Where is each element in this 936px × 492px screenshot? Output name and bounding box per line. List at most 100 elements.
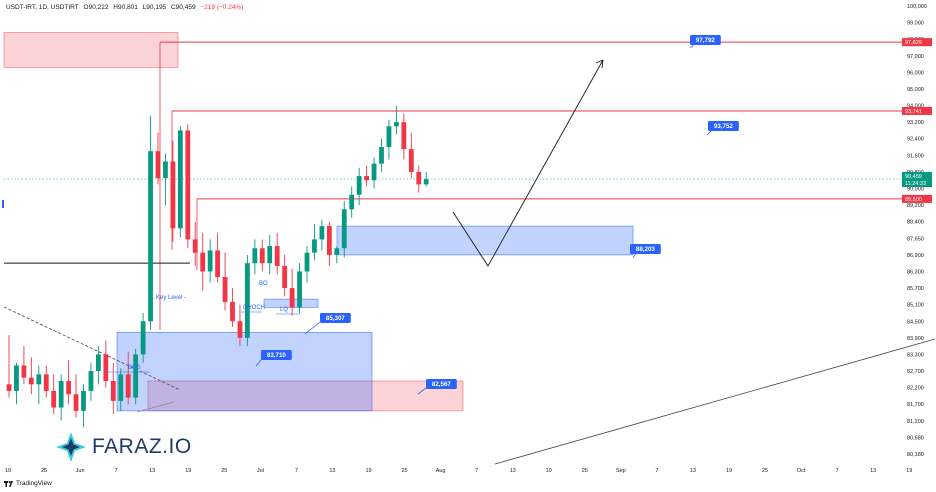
bos-label: BOS xyxy=(128,365,141,371)
price-tick-label: 86,300 xyxy=(907,269,924,275)
candle-body xyxy=(230,301,235,322)
price-tag-resistance: 93,741 xyxy=(905,109,922,115)
candle-body xyxy=(81,390,86,411)
time-tick-label: 25 xyxy=(41,468,47,474)
faraz-logo-icon xyxy=(56,432,86,462)
price-tick-label: 89,200 xyxy=(907,203,924,209)
badge-pointer-lower xyxy=(255,358,263,367)
candle-body xyxy=(155,151,161,179)
downtrend-line xyxy=(3,306,181,391)
time-tick-label: 7 xyxy=(475,468,478,474)
candle-body xyxy=(394,122,399,127)
demand-zone-lower xyxy=(116,331,373,412)
price-tick-label: 91,600 xyxy=(907,153,924,159)
tradingview-footer[interactable]: TradingView xyxy=(4,480,52,487)
candle-body xyxy=(222,277,228,302)
price-tick-label: 82,200 xyxy=(907,386,924,392)
price-tick-label: 86,900 xyxy=(907,253,924,259)
time-tick-label: 19 xyxy=(5,468,11,474)
candle-body xyxy=(200,252,206,272)
choch-label: CHOCH xyxy=(243,305,265,311)
candle-body xyxy=(237,321,243,338)
demand-badge-upper-bg xyxy=(630,244,661,254)
time-tick-label: 13 xyxy=(149,468,155,474)
time-tick-label: 19 xyxy=(726,468,732,474)
price-tag-current-bg xyxy=(902,171,932,187)
time-tick-label: 19 xyxy=(546,468,552,474)
price-tick-label: 82,700 xyxy=(907,369,924,375)
candle-body xyxy=(140,321,146,355)
time-tick-label: 7 xyxy=(836,468,839,474)
candle-body xyxy=(379,147,384,164)
price-axis-labels: 100,00099,00098,00097,00096,00095,00094,… xyxy=(907,4,927,458)
price-tag-support-bg xyxy=(902,194,932,203)
key-level-label: Key Level - xyxy=(156,295,186,301)
price-tick-label: 84,500 xyxy=(907,319,924,325)
candle-body xyxy=(28,377,34,385)
candle-body xyxy=(304,252,310,272)
candle-body xyxy=(356,176,362,195)
candle-body xyxy=(51,390,57,408)
ob-label: BO xyxy=(259,281,268,287)
price-tag-resistance-bg xyxy=(902,106,932,115)
trend-line-short xyxy=(136,401,175,413)
candle-body xyxy=(58,380,64,408)
candle-body xyxy=(43,374,49,391)
candle-body xyxy=(334,248,340,255)
lines-layer xyxy=(3,41,936,465)
candle-body xyxy=(267,246,273,264)
watermark-brand: FARAZ.IO xyxy=(92,435,192,458)
candle-body xyxy=(14,365,19,391)
price-tick-label: 80,180 xyxy=(907,452,924,458)
price-tick-label: 85,700 xyxy=(907,286,924,292)
uptrend-line xyxy=(494,338,936,465)
candle-body xyxy=(312,239,317,253)
candle-body xyxy=(386,126,392,148)
candle-body xyxy=(326,226,332,255)
candle-body xyxy=(96,354,101,372)
time-tick-label: 19 xyxy=(906,468,912,474)
time-tick-label: Oct xyxy=(797,468,806,474)
candle-body xyxy=(170,161,176,229)
price-tick-label: 85,100 xyxy=(907,303,924,309)
candle-body xyxy=(6,384,12,391)
price-tag-current: 90,459 xyxy=(905,174,922,180)
supply-zone-top xyxy=(3,32,179,68)
annotation-rules xyxy=(104,311,300,373)
price-tick-label: 95,000 xyxy=(907,87,924,93)
time-tick-label: 19 xyxy=(185,468,191,474)
time-tick-label: 25 xyxy=(762,468,768,474)
price-tick-label: 100,000 xyxy=(907,4,927,10)
close-value: C90,459 xyxy=(170,4,196,11)
demand-badge-mid: 85,307 xyxy=(326,315,345,322)
price-tick-label: 83,300 xyxy=(907,352,924,358)
candle-body xyxy=(73,394,79,411)
target-badge-top-bg xyxy=(690,35,721,45)
demand-badge-lower: 83,710 xyxy=(267,352,286,359)
candle-body xyxy=(364,176,369,181)
low-value: L90,195 xyxy=(142,4,167,11)
candle-body xyxy=(319,226,325,240)
zones-layer xyxy=(3,32,634,412)
candle-body xyxy=(177,130,183,229)
symbol-name[interactable]: USDT-IRT, 1D, USDTIRT xyxy=(6,4,79,11)
time-tick-label: 7 xyxy=(295,468,298,474)
change-value: −219 (−0.24%) xyxy=(200,4,244,11)
candle-body xyxy=(259,248,265,264)
candle-body xyxy=(408,149,414,172)
badge-pointer-mid-demand xyxy=(304,321,321,335)
candle-body xyxy=(66,380,71,395)
time-tick-label: 7 xyxy=(115,468,118,474)
time-tick-label: 13 xyxy=(510,468,516,474)
price-tick-label: 97,000 xyxy=(907,54,924,60)
left-marker xyxy=(2,200,4,208)
candle-body xyxy=(371,163,377,181)
demand-badge-upper: 88,203 xyxy=(636,246,655,253)
price-tick-label: 87,650 xyxy=(907,236,924,242)
time-tick-label: Jun xyxy=(76,468,85,474)
time-tick-label: 13 xyxy=(690,468,696,474)
candle-body xyxy=(423,179,429,185)
supply-zone-lower xyxy=(147,380,464,412)
price-tag-support: 89,500 xyxy=(905,197,922,203)
